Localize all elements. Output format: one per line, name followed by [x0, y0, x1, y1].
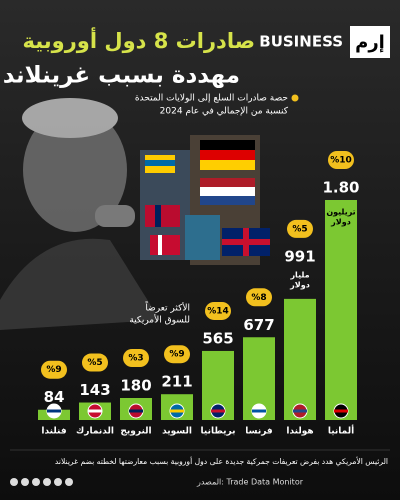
value-label: 143 [79, 381, 110, 399]
flag-stripe [170, 409, 184, 413]
bar [284, 298, 316, 420]
share-label: %14 [207, 306, 229, 316]
value-label: 991 [284, 247, 315, 265]
share-badge [123, 349, 149, 367]
share-badge [205, 301, 231, 320]
value-label: 1.80 [322, 179, 359, 197]
flag-stripe [293, 409, 307, 413]
chart-title: صادرات 8 دول أوروبية [22, 26, 255, 53]
legend-text: حصة صادرات السلع إلى الولايات المتحدة [135, 94, 288, 104]
annotation: للسوق الأمريكية [129, 314, 190, 326]
unit-label: دولار [289, 280, 310, 289]
x-tick-label: النرويج [120, 427, 151, 437]
x-tick-label: الدنمارك [76, 427, 114, 437]
x-tick-label: ألمانيا [328, 425, 354, 437]
value-label: 211 [161, 373, 192, 391]
value-label: 180 [120, 377, 151, 395]
legend-text: كنسبة من الإجمالي في عام 2024 [160, 107, 289, 117]
value-label: 677 [243, 316, 274, 334]
x-tick-label: فرنسا [245, 427, 273, 437]
share-label: %9 [46, 365, 61, 375]
social-icons [10, 478, 73, 486]
chart-subtitle: مهددة بسبب غرينلاند [3, 63, 240, 89]
share-badge [287, 219, 313, 238]
annotation: الأكثر تعرضاً [144, 301, 190, 314]
value-label: 565 [202, 329, 233, 347]
x-tick-label: فنلندا [41, 427, 66, 437]
unit-label: مليار [289, 270, 309, 279]
share-label: %9 [169, 350, 184, 360]
unit-label: تريليون [326, 208, 355, 217]
x-tick-label: هولندا [286, 427, 313, 437]
flag-stripe [334, 409, 348, 413]
bar [325, 200, 357, 420]
x-tick-label: السويد [162, 427, 192, 437]
flag-stripe [252, 409, 266, 413]
share-label: %5 [87, 358, 102, 368]
logo: إرم [355, 32, 385, 53]
share-label: %10 [330, 156, 352, 166]
source: المصدر: Trade Data Monitor [196, 478, 304, 487]
flag-stripe [88, 409, 102, 413]
value-label: 84 [44, 388, 65, 406]
legend-dot [291, 94, 299, 102]
logo-box [350, 26, 390, 58]
flag-stripe [47, 409, 61, 413]
flag-stripe [129, 409, 143, 413]
flag-stripe [211, 409, 225, 413]
footnote: الرئيس الأمريكي هدد بفرض تعريفات جمركية … [55, 456, 388, 466]
share-label: %5 [292, 224, 307, 234]
share-badge [41, 360, 67, 379]
share-badge [246, 288, 272, 307]
x-tick-label: بريطانيا [201, 427, 236, 437]
containers [140, 135, 270, 265]
share-badge [328, 151, 354, 169]
share-label: %3 [128, 354, 143, 364]
unit-label: دولار [330, 218, 351, 227]
share-label: %8 [251, 293, 266, 303]
portrait [0, 98, 160, 330]
share-badge [82, 353, 108, 372]
share-badge [164, 345, 190, 364]
brand: BUSINESS [259, 33, 343, 51]
